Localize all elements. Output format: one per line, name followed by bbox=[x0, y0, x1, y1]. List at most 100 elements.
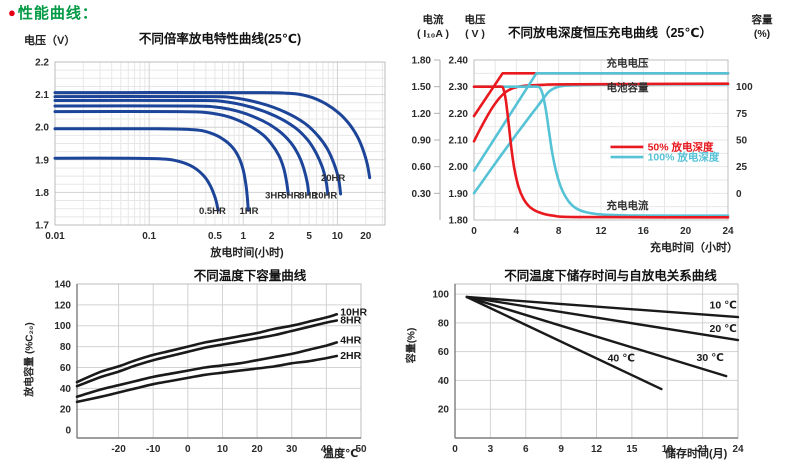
series-4HR bbox=[75, 341, 339, 398]
series-20HR bbox=[53, 91, 372, 180]
capacity-tick-label: 75 bbox=[736, 109, 748, 120]
bullet-icon: ● bbox=[8, 5, 16, 20]
gridlines bbox=[455, 284, 738, 438]
x-tick-label: -10 bbox=[146, 444, 161, 455]
y-tick-label: 40 bbox=[60, 384, 72, 395]
voltage-axis-title: 电压 bbox=[464, 14, 486, 26]
x-axis-title-storage-time: 储存时间(月) bbox=[665, 448, 728, 460]
x-tick-label: 30 bbox=[286, 444, 298, 455]
capacity-tick-label: 0 bbox=[736, 189, 742, 200]
series-10HR bbox=[75, 313, 339, 384]
series-20C bbox=[465, 295, 740, 342]
series-1HR bbox=[53, 127, 250, 212]
y-tick-label: 1.7 bbox=[35, 221, 49, 232]
series-5HR bbox=[53, 104, 311, 196]
curve-label: 8HR bbox=[299, 190, 318, 201]
curve-label: 充电电压 bbox=[606, 56, 648, 69]
curve-label: 2HR bbox=[340, 350, 361, 362]
rate-discharge-canvas: 0.01 0.1 0.5 1 2 5 10 20 2.2 2.1 2.0 1.9 1.8 1.7 0.5HR… bbox=[35, 58, 386, 243]
gridlines bbox=[77, 284, 361, 438]
current-axis-unit: ( I₁₀A ) bbox=[416, 27, 449, 40]
chart-panel-rate-discharge: 0.01 0.1 0.5 1 2 5 10 20 2.2 2.1 2.0 1.9 1.8 1.7 0.5HR… bbox=[10, 20, 400, 264]
y-axis-title-capacity-pct: 容量(%) bbox=[406, 327, 418, 364]
capacity-tick-label: 100 bbox=[736, 82, 753, 93]
series-current-50pct bbox=[472, 85, 730, 219]
x-tick-label: 9 bbox=[558, 444, 564, 455]
tick-labels: 0 3 6 9 12 15 18 21 24 20 40 60 80 100 bbox=[432, 290, 744, 455]
capacity-axis-header: 容量 (%) bbox=[738, 14, 786, 41]
current-tick-label: 1.80 bbox=[412, 56, 432, 67]
x-tick-label: 10 bbox=[332, 231, 344, 242]
y-tick-label: 40 bbox=[438, 376, 450, 387]
y-tick-label: 2.1 bbox=[35, 90, 49, 101]
capacity-tick-label: 50 bbox=[736, 136, 748, 147]
capacity-tick-label: 25 bbox=[736, 162, 748, 173]
y-tick-label: 140 bbox=[54, 280, 71, 291]
x-tick-label: 4 bbox=[514, 226, 520, 237]
x-tick-label: 8 bbox=[556, 226, 562, 237]
y-tick-label: 1.80 bbox=[449, 216, 469, 227]
x-tick-label: 0.1 bbox=[142, 231, 156, 242]
series-8HR bbox=[75, 319, 339, 388]
chart-title-rate-discharge: 不同倍率放电特性曲线(25℃) bbox=[138, 32, 302, 46]
y-tick-label: 120 bbox=[54, 300, 71, 311]
y-tick-label: 80 bbox=[60, 342, 72, 353]
y-tick-label: 60 bbox=[438, 347, 450, 358]
x-tick-label: 12 bbox=[591, 444, 603, 455]
y-tick-label: 2.2 bbox=[35, 58, 49, 69]
x-tick-label: 10 bbox=[217, 444, 229, 455]
chart-panel-temp-capacity: -20 -10 0 10 20 30 40 50 0 20 40 60 80 100 120 140 10HR 8… bbox=[9, 260, 395, 468]
curve-label: 3HR bbox=[265, 190, 284, 201]
voltage-axis-unit: ( V ) bbox=[465, 27, 485, 40]
tick-labels: -20 -10 0 10 20 30 40 50 0 20 40 60 80 100 120 140 bbox=[54, 280, 367, 456]
series-capacity-50pct bbox=[472, 82, 730, 143]
y-tick-label: 2.10 bbox=[449, 136, 469, 147]
y-tick-label: 2.40 bbox=[449, 56, 469, 67]
curve-label: 电池容量 bbox=[606, 81, 648, 94]
x-axis-title-charge-time: 充电时间（小时） bbox=[650, 242, 738, 254]
curve-label: 30 ℃ bbox=[697, 352, 724, 364]
series-40C bbox=[465, 295, 663, 391]
legend-label-0: 50% 放电深度 bbox=[648, 140, 714, 153]
current-tick-label: 0.60 bbox=[412, 162, 432, 173]
x-tick-label: 0 bbox=[471, 226, 477, 237]
y-tick-label: 20 bbox=[438, 405, 450, 416]
y-tick-label: 2.30 bbox=[449, 82, 469, 93]
current-axis-header: 电流 ( I₁₀A ) bbox=[406, 14, 460, 41]
x-tick-label: 0 bbox=[452, 444, 458, 455]
y-tick-label: 20 bbox=[60, 405, 72, 416]
curve-label: 10HR bbox=[340, 306, 367, 318]
current-tick-label: 1.20 bbox=[412, 109, 432, 120]
curve-label: 20HR bbox=[321, 173, 345, 184]
temp-capacity-canvas: -20 -10 0 10 20 30 40 50 0 20 40 60 80 100 120 140 10HR8… bbox=[54, 280, 367, 456]
x-tick-label: 20 bbox=[252, 444, 264, 455]
y-tick-label: 80 bbox=[438, 318, 450, 329]
x-tick-label: 16 bbox=[638, 226, 650, 237]
x-tick-label: 12 bbox=[595, 226, 607, 237]
x-tick-label: 50 bbox=[355, 444, 367, 455]
x-tick-label: 24 bbox=[722, 226, 734, 237]
y-tick-label: 100 bbox=[54, 321, 71, 332]
curve-label: 1HR bbox=[240, 206, 259, 217]
series-3HR bbox=[53, 110, 290, 196]
x-tick-label: -20 bbox=[111, 444, 126, 455]
curve-label: 40 ℃ bbox=[608, 353, 635, 365]
series-2HR bbox=[75, 354, 339, 404]
series-10HR bbox=[53, 95, 343, 196]
curve-label: 5HR bbox=[281, 190, 300, 201]
x-tick-label: 5 bbox=[306, 231, 312, 242]
current-axis-title: 电流 bbox=[422, 14, 444, 26]
current-tick-label: 0.90 bbox=[412, 136, 432, 147]
plot-border bbox=[76, 283, 362, 439]
y-tick-label: 0 bbox=[65, 426, 71, 437]
series-8HR bbox=[53, 98, 330, 196]
x-tick-label: 0.01 bbox=[45, 231, 65, 242]
chart-title-dod-charge: 不同放电深度恒压充电曲线（25℃） bbox=[507, 26, 713, 40]
current-tick-label: 0.30 bbox=[412, 189, 432, 200]
current-tick-label: 1.50 bbox=[412, 82, 432, 93]
tick-labels: 0.01 0.1 0.5 1 2 5 10 20 2.2 2.1 2.0 1.9 1.8 1.7 bbox=[35, 58, 372, 243]
series-30C bbox=[465, 295, 728, 378]
curve-label: 4HR bbox=[340, 334, 361, 346]
curve-label: 充电电流 bbox=[606, 199, 648, 212]
